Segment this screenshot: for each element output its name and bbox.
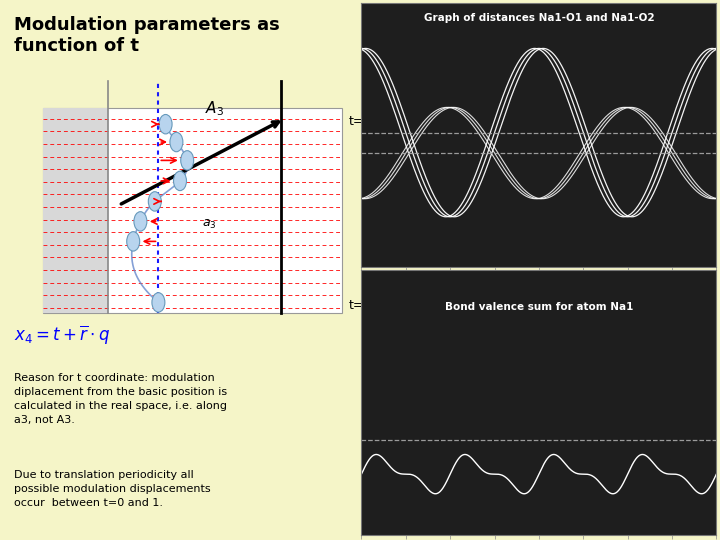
Circle shape (159, 114, 172, 134)
Text: t=1: t=1 (349, 299, 372, 312)
Text: Reason for t coordinate: modulation
diplacement from the basic position is
calcu: Reason for t coordinate: modulation dipl… (14, 373, 228, 424)
Text: t=0: t=0 (349, 115, 373, 128)
Text: Due to translation periodicity all
possible modulation displacements
occur  betw: Due to translation periodicity all possi… (14, 470, 211, 508)
Bar (43, 108, 108, 313)
Text: Graph of distances Na1-O1 and Na1-O2: Graph of distances Na1-O1 and Na1-O2 (423, 14, 654, 23)
Circle shape (181, 151, 194, 170)
Circle shape (134, 212, 147, 231)
Text: $A_3$: $A_3$ (205, 99, 225, 118)
Circle shape (148, 192, 161, 211)
Circle shape (127, 232, 140, 251)
Text: Bond valence sum for atom Na1: Bond valence sum for atom Na1 (445, 302, 633, 312)
Circle shape (174, 171, 186, 191)
Circle shape (152, 293, 165, 312)
Text: $a_3$: $a_3$ (202, 218, 216, 231)
Text: $x_4 = t + \overline{r} \cdot q$: $x_4 = t + \overline{r} \cdot q$ (14, 324, 110, 347)
Bar (43, 108, 342, 313)
Text: Modulation parameters as
function of t: Modulation parameters as function of t (14, 16, 280, 55)
Circle shape (170, 132, 183, 152)
